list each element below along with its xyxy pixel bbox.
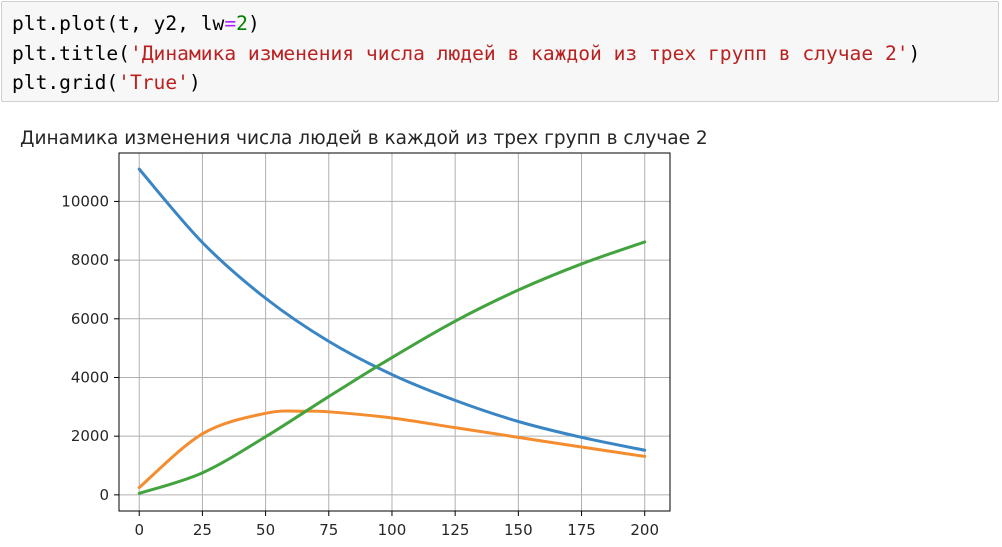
code-string: 'Динамика изменения числа людей в каждой… — [129, 42, 909, 65]
code-text: plt.plot(t, y2, lw — [12, 12, 225, 35]
code-cell[interactable]: plt.plot(t, y2, lw=2) plt.title('Динамик… — [1, 1, 999, 102]
code-string: 'True' — [118, 71, 189, 94]
x-tick-label: 200 — [630, 521, 659, 539]
x-tick-label: 0 — [134, 521, 144, 539]
series-layer — [137, 167, 647, 495]
chart-title: Динамика изменения числа людей в каждой … — [20, 128, 708, 149]
x-tick-label: 75 — [319, 521, 338, 539]
x-tick-label: 100 — [378, 521, 407, 539]
series-line-2 — [137, 409, 647, 490]
code-text: ) — [188, 71, 201, 94]
series-line-1 — [137, 167, 647, 452]
y-tick-label: 0 — [99, 486, 109, 504]
y-tick-label: 10000 — [61, 192, 109, 210]
ticks: 0 25 50 75 100 125 150 175 200020004000600080001… — [61, 192, 659, 539]
y-tick-label: 4000 — [71, 368, 109, 386]
y-tick-label: 6000 — [71, 310, 109, 328]
series-line-3 — [137, 240, 647, 495]
x-tick-label: 50 — [256, 521, 275, 539]
code-text: plt.grid( — [12, 71, 119, 94]
code-line-3: plt.grid('True') — [12, 73, 201, 93]
x-tick-label: 175 — [567, 521, 596, 539]
plot-frame — [118, 152, 671, 512]
code-text: plt.title( — [12, 42, 130, 65]
code-number: 2 — [236, 12, 248, 35]
code-line-2: plt.title('Динамика изменения числа люде… — [12, 44, 920, 64]
line-chart: Динамика изменения числа людей в каждой … — [20, 128, 708, 539]
y-tick-label: 8000 — [71, 251, 109, 269]
grid — [119, 153, 670, 511]
x-tick-label: 25 — [193, 521, 212, 539]
code-text: ) — [908, 42, 921, 65]
x-tick-label: 150 — [504, 521, 533, 539]
code-operator: = — [224, 12, 237, 35]
code-text: ) — [247, 12, 260, 35]
x-tick-label: 125 — [441, 521, 470, 539]
code-line-1: plt.plot(t, y2, lw=2) — [12, 14, 260, 34]
y-tick-label: 2000 — [71, 427, 109, 445]
